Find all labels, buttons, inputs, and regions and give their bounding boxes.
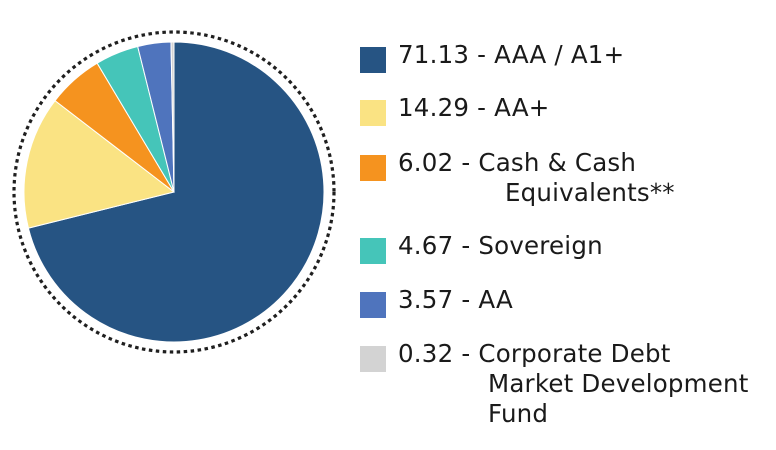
pie-chart-svg — [12, 30, 336, 354]
legend-value-cash: 6.02 — [398, 148, 454, 177]
pie-slice-aaa — [27, 41, 325, 343]
legend-label-sovereign: Sovereign — [478, 231, 603, 260]
pie-dotted-border — [12, 30, 336, 354]
legend-label-cdmdf-line2: Market Development — [488, 369, 749, 398]
pie-slices — [23, 41, 325, 343]
pie-slice-aa-plus — [23, 99, 176, 229]
pie-slice-cdmdf — [170, 41, 175, 193]
legend-value-aa-plus: 14.29 — [398, 93, 470, 122]
legend-label-aaa: AAA / A1+ — [494, 40, 625, 69]
legend-value-aaa: 71.13 — [398, 40, 470, 69]
legend-value-cdmdf: 0.32 — [398, 339, 454, 368]
legend-swatch-aa — [360, 292, 386, 318]
legend-label-aa-plus: AA+ — [494, 93, 550, 122]
legend-label-aa: AA — [478, 285, 513, 314]
legend: 71.13 - AAA / A1+ 14.29 - AA+ 6.02 - Cas… — [360, 40, 770, 428]
legend-label-cdmdf-line1: Corporate Debt — [478, 339, 671, 368]
legend-label-cash-line1: Cash & Cash — [478, 148, 637, 177]
legend-swatch-aaa — [360, 47, 386, 73]
legend-swatch-aa-plus — [360, 100, 386, 126]
legend-label-cash-line2: Equivalents** — [505, 178, 675, 207]
legend-value-sovereign: 4.67 — [398, 231, 454, 260]
legend-swatch-sovereign — [360, 238, 386, 264]
legend-swatch-cash — [360, 155, 386, 181]
legend-value-aa: 3.57 — [398, 285, 454, 314]
legend-item-aaa: 71.13 - AAA / A1+ — [360, 40, 770, 73]
legend-label-cdmdf-line3: Fund — [488, 399, 549, 428]
legend-swatch-cdmdf — [360, 346, 386, 372]
